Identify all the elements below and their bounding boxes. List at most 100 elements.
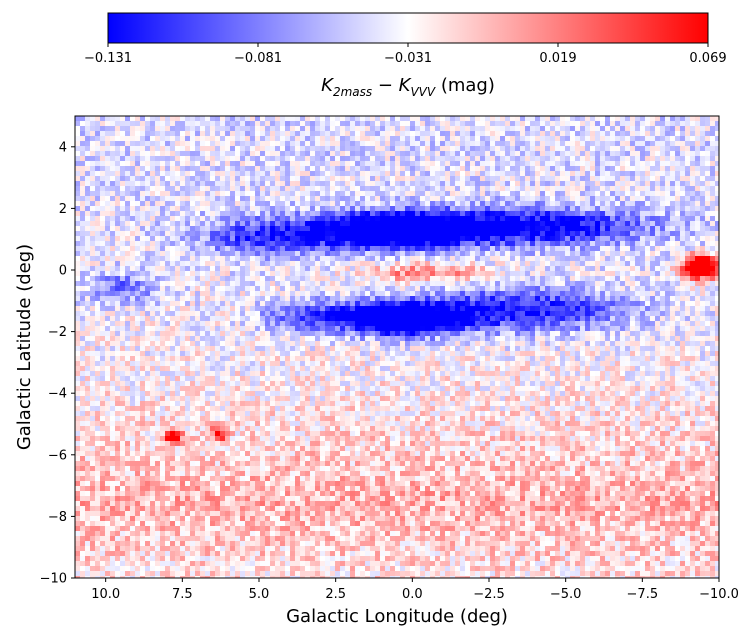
heatmap-cell <box>520 151 526 157</box>
heatmap-cell <box>155 251 161 257</box>
heatmap-cell <box>95 126 101 132</box>
heatmap-cell <box>415 211 421 217</box>
heatmap-cell <box>225 181 231 187</box>
heatmap-cell <box>170 251 176 257</box>
heatmap-cell <box>705 206 711 212</box>
heatmap-cell <box>425 251 431 257</box>
heatmap-cell <box>385 286 391 292</box>
heatmap-cell <box>615 276 621 282</box>
heatmap-cell <box>260 301 266 307</box>
heatmap-cell <box>140 131 146 137</box>
heatmap-cell <box>515 256 521 262</box>
heatmap-cell <box>610 126 616 132</box>
heatmap-cell <box>95 216 101 222</box>
heatmap-cell <box>435 171 441 177</box>
heatmap-cell <box>125 186 131 192</box>
heatmap-cell <box>190 226 196 232</box>
heatmap-cell <box>535 166 541 172</box>
heatmap-cell <box>640 216 646 222</box>
heatmap-cell <box>260 251 266 257</box>
heatmap-cell <box>525 206 531 212</box>
heatmap-cell <box>150 236 156 242</box>
heatmap-cell <box>455 211 461 217</box>
heatmap-cell <box>565 186 571 192</box>
heatmap-cell <box>450 176 456 182</box>
heatmap-cell <box>395 156 401 162</box>
heatmap-cell <box>700 211 706 217</box>
heatmap-cell <box>700 241 706 247</box>
heatmap-cell <box>165 256 171 262</box>
heatmap-cell <box>285 306 291 312</box>
heatmap-cell <box>705 246 711 252</box>
heatmap-cell <box>610 286 616 292</box>
heatmap-cell <box>295 166 301 172</box>
heatmap-cell <box>705 116 711 122</box>
heatmap-cell <box>275 151 281 157</box>
heatmap-cell <box>440 156 446 162</box>
heatmap-cell <box>235 151 241 157</box>
heatmap-cell <box>240 211 246 217</box>
heatmap-cell <box>285 206 291 212</box>
heatmap-cell <box>560 121 566 127</box>
heatmap-cell <box>160 131 166 137</box>
heatmap-cell <box>85 231 91 237</box>
heatmap-cell <box>670 226 676 232</box>
heatmap-cell <box>190 161 196 167</box>
heatmap-cell <box>115 136 121 142</box>
heatmap-cell <box>270 131 276 137</box>
heatmap-cell <box>550 281 556 287</box>
heatmap-cell <box>165 306 171 312</box>
heatmap-cell <box>235 131 241 137</box>
heatmap-cell <box>690 191 696 197</box>
heatmap-cell <box>435 226 441 232</box>
heatmap-cell <box>130 151 136 157</box>
heatmap-cell <box>610 246 616 252</box>
heatmap-cell <box>255 266 261 272</box>
heatmap-cell <box>215 146 221 152</box>
heatmap-cell <box>80 141 86 147</box>
heatmap-cell <box>615 301 621 307</box>
heatmap-cell <box>575 171 581 177</box>
heatmap-cell <box>420 201 426 207</box>
heatmap-cell <box>575 196 581 202</box>
heatmap-cell <box>480 286 486 292</box>
heatmap-cell <box>330 166 336 172</box>
heatmap-cell <box>540 281 546 287</box>
heatmap-cell <box>310 151 316 157</box>
heatmap-cell <box>405 151 411 157</box>
heatmap-cell <box>260 161 266 167</box>
heatmap-cell <box>635 181 641 187</box>
heatmap-cell <box>285 201 291 207</box>
heatmap-cell <box>125 236 131 242</box>
heatmap-cell <box>200 291 206 297</box>
heatmap-cell <box>595 186 601 192</box>
heatmap-cell <box>340 161 346 167</box>
heatmap-cell <box>280 246 286 252</box>
heatmap-cell <box>110 171 116 177</box>
heatmap-cell <box>155 226 161 232</box>
heatmap-cell <box>125 271 131 277</box>
heatmap-cell <box>230 131 236 137</box>
heatmap-cell <box>375 266 381 272</box>
heatmap-cell <box>315 141 321 147</box>
heatmap-cell <box>265 176 271 182</box>
heatmap-cell <box>120 281 126 287</box>
heatmap-cell <box>590 161 596 167</box>
heatmap-cell <box>310 211 316 217</box>
heatmap-cell <box>235 306 241 312</box>
heatmap-cell <box>550 181 556 187</box>
heatmap-cell <box>690 161 696 167</box>
heatmap-cell <box>395 226 401 232</box>
heatmap-cell <box>535 256 541 262</box>
heatmap-cell <box>435 216 441 222</box>
heatmap-cell <box>260 121 266 127</box>
heatmap-cell <box>555 266 561 272</box>
heatmap-cell <box>360 301 366 307</box>
heatmap-cell <box>645 241 651 247</box>
heatmap-cell <box>140 281 146 287</box>
heatmap-cell <box>320 126 326 132</box>
heatmap-cell <box>185 206 191 212</box>
heatmap-cell <box>460 166 466 172</box>
heatmap-cell <box>265 141 271 147</box>
heatmap-cell <box>585 266 591 272</box>
